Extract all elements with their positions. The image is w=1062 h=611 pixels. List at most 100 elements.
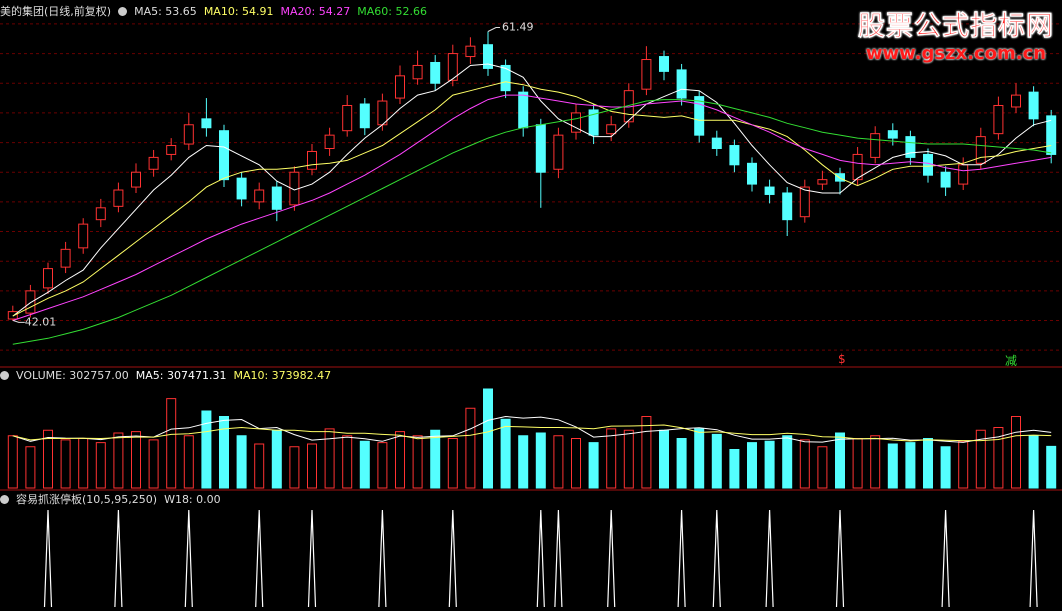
volume-bar: [271, 429, 282, 489]
volume-bar: [940, 446, 951, 489]
volume-bar: [729, 449, 740, 489]
volume-bar: [694, 428, 705, 489]
candle-body: [711, 137, 722, 149]
signal-spike: [607, 509, 616, 608]
ma-line: [12, 81, 1052, 317]
legend-entry: MA60: 52.66: [357, 4, 427, 18]
signal-spike: [255, 509, 264, 608]
volume-bar: [324, 428, 335, 489]
volume-bar: [183, 435, 194, 489]
volume-bar: [905, 442, 916, 489]
volume-bar: [500, 418, 511, 489]
legend-entry: MA5: 307471.31: [135, 369, 227, 382]
high-label: 61.49: [502, 20, 534, 33]
volume-bar: [377, 442, 388, 489]
candle-body: [324, 134, 335, 149]
candle-body: [1046, 115, 1057, 155]
candle-body: [1028, 91, 1039, 120]
volume-bar: [219, 416, 229, 489]
candle-body: [905, 136, 916, 158]
volume-bar: [817, 446, 828, 489]
volume-bar: [7, 435, 18, 489]
ma-line: [12, 63, 1052, 317]
volume-bar: [852, 438, 863, 489]
candle-body: [219, 130, 229, 181]
marker: 减: [1005, 354, 1018, 368]
candle-body: [817, 179, 828, 185]
menu-icon[interactable]: [118, 6, 128, 16]
volume-bar: [764, 440, 775, 489]
candle-body: [465, 45, 476, 58]
volume-bar: [78, 438, 89, 489]
signal-spike: [677, 509, 686, 608]
candle-body: [782, 192, 793, 221]
volume-bar: [201, 410, 212, 489]
candle-body: [870, 133, 881, 158]
volume-bar: [993, 427, 1004, 489]
signal-spike: [835, 509, 845, 608]
volume-bar: [254, 443, 265, 489]
candle-body: [694, 96, 705, 136]
candle-body: [887, 130, 898, 139]
volume-bar: [307, 443, 317, 489]
logo-title: 股票公式指标网: [858, 11, 1054, 43]
menu-icon[interactable]: [0, 494, 9, 504]
indicator-header: 容易抓涨停板(10,5,95,250) W18: 0.00: [0, 491, 221, 507]
candle-body: [395, 75, 405, 99]
candle-body: [729, 145, 740, 166]
volume-bar: [606, 428, 617, 489]
candle-body: [25, 290, 36, 314]
marker: $: [838, 352, 846, 366]
candle-body: [852, 153, 863, 181]
volume-bar: [870, 435, 881, 489]
panel-title: 容易抓涨停板(10,5,95,250): [16, 493, 158, 506]
volume-bar: [342, 435, 353, 489]
volume-bar: [571, 438, 581, 489]
candle-body: [43, 268, 53, 289]
signal-spike: [554, 509, 563, 608]
volume-bar: [148, 439, 159, 489]
signal-spike: [184, 509, 193, 608]
menu-icon[interactable]: [0, 371, 9, 380]
volume-bar: [975, 429, 986, 489]
legend-entry: MA20: 54.27: [280, 4, 351, 18]
volume-bar: [958, 440, 969, 489]
candle-body: [923, 153, 933, 176]
signal-spike: [378, 509, 387, 608]
candle-body: [571, 112, 581, 133]
volume-bar: [25, 446, 36, 489]
candle-body: [975, 136, 986, 164]
volume-bar: [412, 435, 423, 489]
volume-bar: [483, 388, 493, 489]
candle-body: [799, 186, 810, 218]
volume-bar: [799, 439, 810, 489]
ma-line: [12, 94, 1052, 321]
ma-line: [12, 99, 1052, 345]
price-header: 美的集团(日线,前复权) MA5: 53.65 MA10: 54.91 MA20: 5…: [0, 3, 427, 19]
volume-bar: [835, 432, 845, 489]
logo: 股票公式指标网 www.gszx.com.cn: [858, 4, 1054, 64]
signal-spike: [536, 509, 545, 608]
signal-spike: [114, 509, 123, 608]
volume-bar: [359, 440, 370, 489]
candle-body: [430, 61, 441, 84]
ma-line: [12, 424, 1052, 442]
candle-body: [447, 53, 458, 81]
candle-body: [958, 164, 969, 185]
signal-spike: [1029, 509, 1038, 608]
volume-bar: [923, 438, 933, 489]
chart-title: 美的集团(日线,前复权): [0, 5, 112, 18]
legend-entry: MA5: 53.65: [134, 4, 197, 18]
candle-body: [359, 103, 370, 129]
candle-body: [307, 150, 317, 170]
volume-bar: [711, 433, 722, 489]
volume-bar: [430, 429, 441, 489]
candle-body: [166, 145, 177, 155]
volume-bar: [43, 429, 53, 489]
volume-bar: [623, 429, 634, 489]
candle-body: [483, 44, 493, 69]
volume-bar: [1011, 416, 1021, 489]
legend-entry: W18: 0.00: [164, 492, 221, 506]
legend-entry: MA10: 373982.47: [233, 369, 332, 382]
volume-bar: [641, 416, 652, 489]
